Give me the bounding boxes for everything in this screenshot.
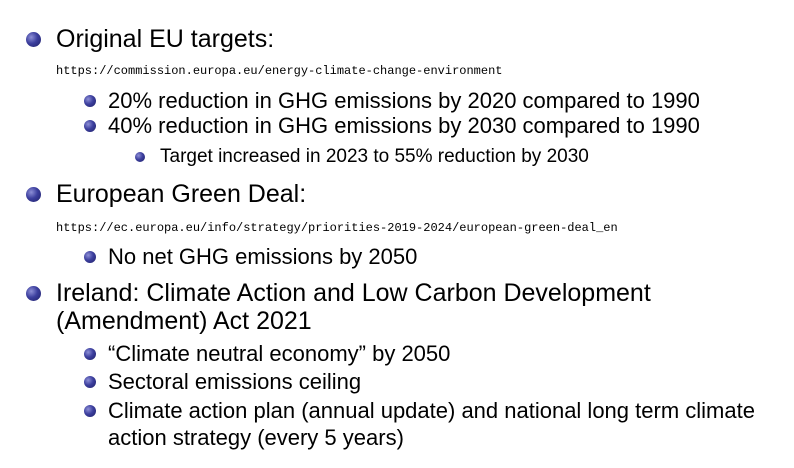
- bullet-icon: [84, 251, 96, 263]
- item-heading: European Green Deal:: [56, 180, 307, 208]
- bullet-icon: [84, 348, 96, 360]
- subsubitem-text: Target increased in 2023 to 55% reductio…: [160, 146, 589, 167]
- item-heading-line1: Ireland: Climate Action and Low Carbon D…: [56, 279, 651, 307]
- subitem-text: 20% reduction in GHG emissions by 2020 c…: [108, 88, 700, 113]
- subitem-text-line2: action strategy (every 5 years): [108, 425, 404, 450]
- subitem-text: 40% reduction in GHG emissions by 2030 c…: [108, 113, 700, 138]
- bullet-icon: [26, 187, 41, 202]
- bullet-icon: [84, 120, 96, 132]
- subitem-text: No net GHG emissions by 2050: [108, 244, 418, 269]
- subitem-text-line1: Climate action plan (annual update) and …: [108, 398, 755, 423]
- bullet-icon: [84, 405, 96, 417]
- bullet-icon: [26, 32, 41, 47]
- item-heading: Original EU targets:: [56, 25, 275, 53]
- source-url[interactable]: https://commission.europa.eu/energy-clim…: [56, 64, 503, 78]
- subitem-text: Sectoral emissions ceiling: [108, 369, 362, 394]
- bullet-icon: [135, 152, 145, 162]
- source-url[interactable]: https://ec.europa.eu/info/strategy/prior…: [56, 221, 618, 235]
- bullet-icon: [84, 376, 96, 388]
- bullet-icon: [26, 286, 41, 301]
- item-heading-line2: (Amendment) Act 2021: [56, 307, 312, 335]
- subitem-text: “Climate neutral economy” by 2050: [108, 341, 451, 366]
- bullet-icon: [84, 95, 96, 107]
